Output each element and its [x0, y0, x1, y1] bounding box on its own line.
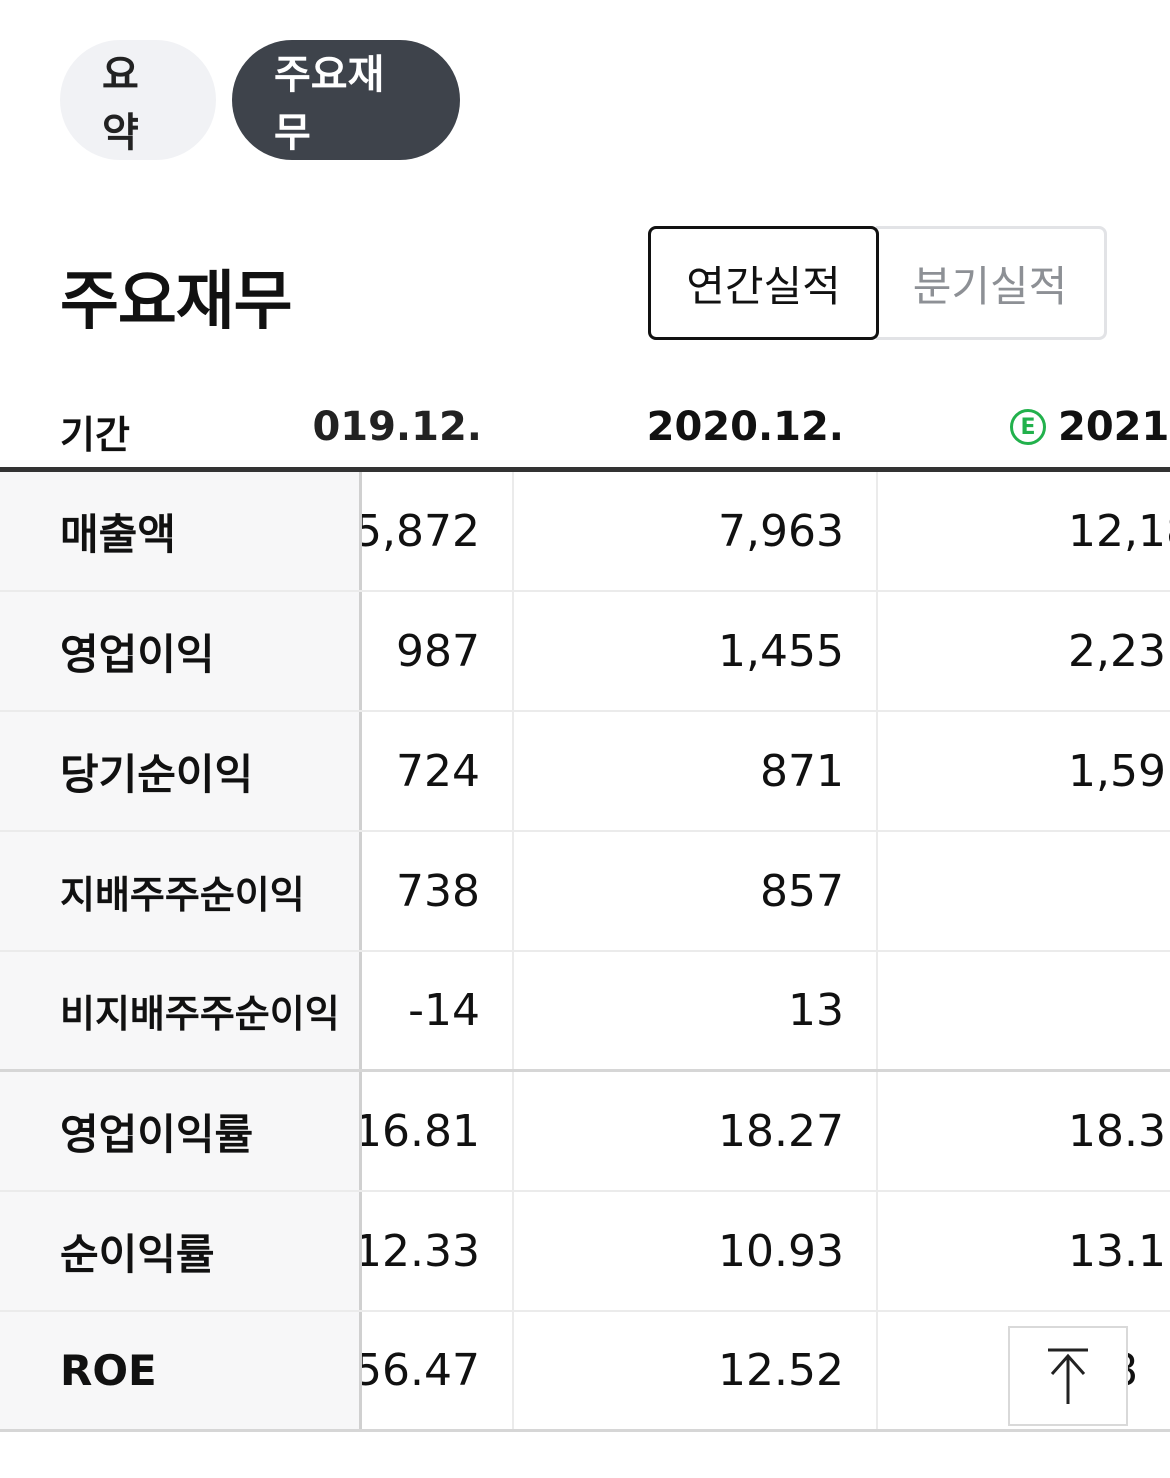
cell-value: 1,455: [514, 592, 878, 710]
table-row: 비지배주주순이익 -14 13: [0, 952, 1170, 1072]
column-header-2020: 2020.12.: [646, 404, 844, 450]
row-label: 매출액: [0, 472, 362, 590]
cell-value: 5,872: [362, 472, 514, 590]
column-header-2021-label: 2021.1: [1058, 404, 1170, 450]
table-row: 영업이익 987 1,455 2,23: [0, 592, 1170, 712]
period-toggle: 연간실적 분기실적: [648, 226, 1107, 340]
table-row: ROE 56.47 12.52 1.8: [0, 1312, 1170, 1432]
cell-value: 1,59: [1068, 745, 1166, 797]
cell-value: 7,963: [514, 472, 878, 590]
cell-value-negative: -14: [362, 952, 514, 1069]
table-row: 매출액 5,872 7,963 12,18: [0, 472, 1170, 592]
cell-value: 724: [362, 712, 514, 830]
table-row: 순이익률 12.33 10.93 13.1: [0, 1192, 1170, 1312]
table-row: 지배주주순이익 738 857: [0, 832, 1170, 952]
cell-value: 10.93: [514, 1192, 878, 1310]
cell-value: 12.52: [514, 1312, 878, 1429]
tab-summary[interactable]: 요약: [60, 40, 216, 160]
cell-value: 738: [362, 832, 514, 950]
arrow-up-icon: [1048, 1348, 1088, 1404]
tab-bar: 요약 주요재무: [60, 40, 460, 160]
annual-button[interactable]: 연간실적: [648, 226, 879, 340]
cell-value: 56.47: [362, 1312, 514, 1429]
section-title: 주요재무: [60, 265, 293, 339]
scroll-to-top-button[interactable]: [1008, 1326, 1128, 1426]
table-row: 당기순이익 724 871 1,59: [0, 712, 1170, 832]
cell-value: 987: [362, 592, 514, 710]
row-label: 당기순이익: [0, 712, 362, 830]
row-label: ROE: [0, 1312, 362, 1429]
column-header-2021: E 2021.1: [1010, 404, 1170, 450]
cell-value: 857: [514, 832, 878, 950]
period-label: 기간: [60, 413, 130, 457]
cell-value: 18.27: [514, 1072, 878, 1190]
cell-value: [878, 952, 1170, 1069]
quarterly-button[interactable]: 분기실적: [876, 226, 1107, 340]
estimate-icon: E: [1010, 409, 1046, 445]
table-row: 영업이익률 16.81 18.27 18.3: [0, 1072, 1170, 1192]
row-label: 영업이익: [0, 592, 362, 710]
cell-value: 18.3: [1068, 1105, 1166, 1157]
cell-value: 12,18: [1068, 505, 1170, 557]
cell-value: 13: [514, 952, 878, 1069]
financial-table: 기간 019.12. 2020.12. E 2021.1 매출액 5,872 7…: [0, 380, 1170, 1432]
column-header-2019: 019.12.: [312, 404, 482, 450]
row-label: 지배주주순이익: [0, 832, 362, 950]
table-header: 기간 019.12. 2020.12. E 2021.1: [0, 380, 1170, 472]
cell-value: 871: [514, 712, 878, 830]
cell-value: 12.33: [362, 1192, 514, 1310]
row-label: 비지배주주순이익: [0, 952, 362, 1069]
cell-value: 2,23: [1068, 625, 1166, 677]
row-label: 영업이익률: [0, 1072, 362, 1190]
cell-value: 13.1: [1068, 1225, 1166, 1277]
row-label: 순이익률: [0, 1192, 362, 1310]
cell-value: [878, 832, 1170, 950]
cell-value: 16.81: [362, 1072, 514, 1190]
tab-financials[interactable]: 주요재무: [232, 40, 460, 160]
